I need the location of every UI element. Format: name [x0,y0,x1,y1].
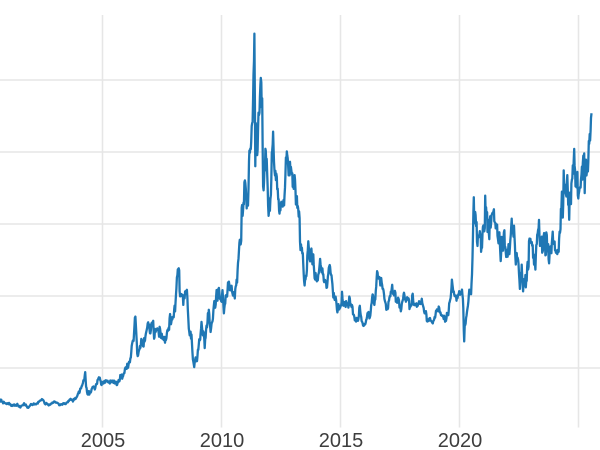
svg-text:2020: 2020 [438,430,483,450]
svg-text:2015: 2015 [319,430,364,450]
svg-text:2005: 2005 [81,430,126,450]
svg-text:2010: 2010 [200,430,245,450]
